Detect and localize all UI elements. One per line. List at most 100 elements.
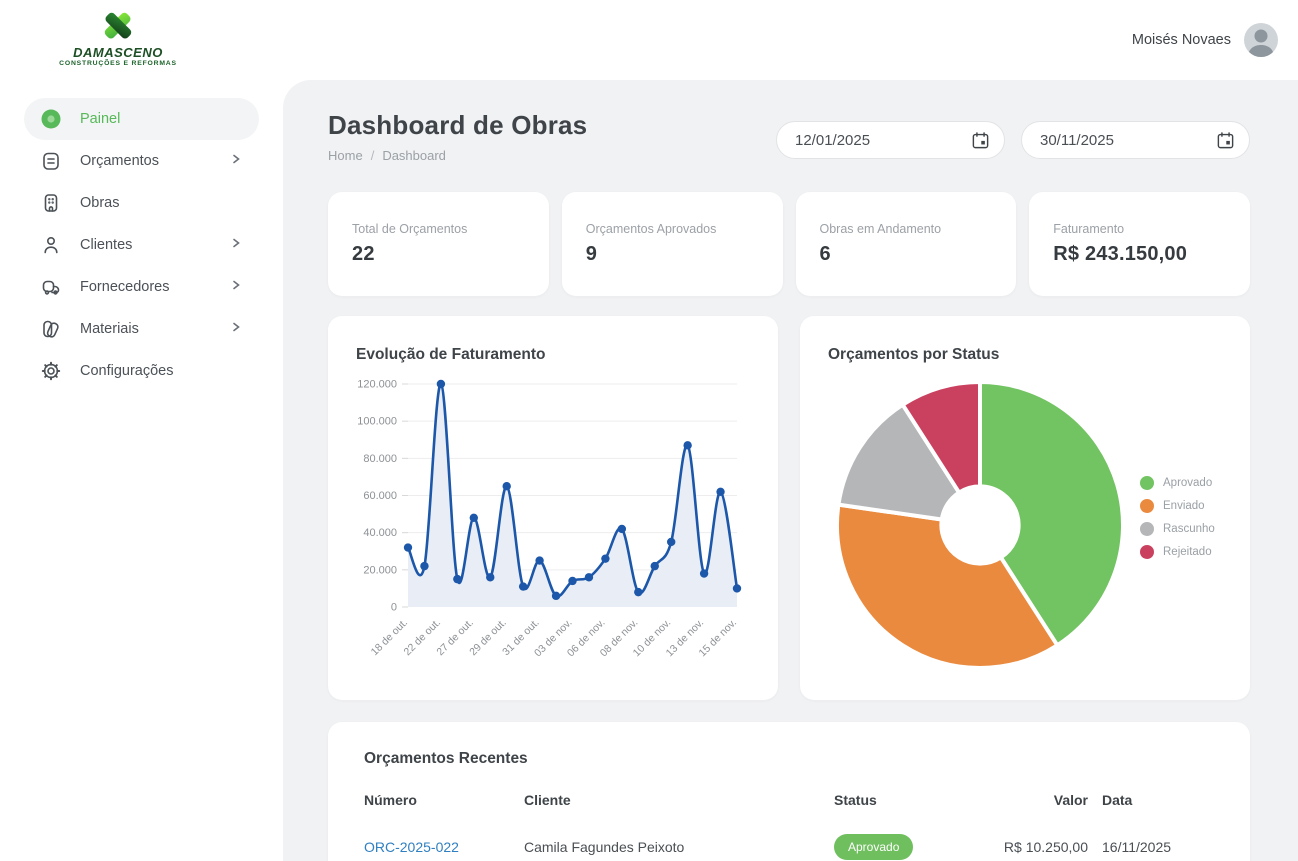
status-badge: Aprovado (834, 834, 914, 860)
recent-budgets-card: Orçamentos Recentes Número Cliente Statu… (328, 722, 1250, 861)
brand-tagline: CONSTRUÇÕES E REFORMAS (59, 60, 177, 68)
status-donut-chart (835, 380, 1125, 670)
budget-date: 16/11/2025 (1102, 839, 1172, 855)
legend-item-rascunho: Rascunho (1140, 522, 1215, 536)
svg-text:20.000: 20.000 (363, 564, 397, 576)
budget-number-link[interactable]: ORC-2025-022 (364, 839, 459, 855)
brand-name: DAMASCENO (73, 45, 163, 60)
sidebar-item-configuracoes[interactable]: Configurações (24, 350, 259, 392)
legend-item-rejeitado: Rejeitado (1140, 545, 1215, 559)
legend-item-aprovado: Aprovado (1140, 476, 1215, 490)
sidebar-item-fornecedores[interactable]: Fornecedores (24, 266, 259, 308)
column-header-status: Status (834, 792, 877, 808)
legend-dot-icon (1140, 545, 1154, 559)
sidebar-item-obras[interactable]: Obras (24, 182, 259, 224)
sidebar-item-label: Clientes (80, 237, 133, 253)
chevron-right-icon (229, 152, 243, 171)
stat-card-orcamentos-aprovados: Orçamentos Aprovados 9 (561, 192, 783, 296)
stat-label: Faturamento (1053, 222, 1125, 236)
date-end-value: 30/11/2025 (1040, 131, 1114, 149)
legend-label: Rejeitado (1163, 546, 1212, 558)
user-avatar[interactable] (1244, 23, 1278, 57)
line-chart-card: Evolução de Faturamento 0 20.000 40.000 60.… (328, 316, 778, 700)
brand-logo[interactable]: DAMASCENO CONSTRUÇÕES E REFORMAS (48, 6, 188, 67)
stat-card-faturamento: Faturamento R$ 243.150,00 (1029, 192, 1250, 296)
date-end-input[interactable]: 30/11/2025 (1021, 121, 1250, 159)
legend-dot-icon (1140, 499, 1154, 513)
legend-label: Enviado (1163, 500, 1205, 512)
stat-value: 22 (352, 243, 375, 265)
stat-value: 9 (585, 243, 598, 265)
user-icon (40, 234, 62, 256)
chart-legend: Aprovado Enviado Rascunho Rejeitado (1140, 476, 1215, 559)
svg-text:120.000: 120.000 (357, 379, 397, 391)
date-start-value: 12/01/2025 (795, 131, 871, 149)
stat-label: Total de Orçamentos (352, 222, 468, 236)
sidebar-item-label: Configurações (80, 363, 174, 379)
building-icon (40, 192, 62, 214)
stat-card-total-orcamentos: Total de Orçamentos 22 (328, 192, 549, 296)
top-header: DAMASCENO CONSTRUÇÕES E REFORMAS Moisés … (0, 0, 1298, 80)
svg-text:80.000: 80.000 (363, 453, 397, 465)
table-row: ORC-2025-022 Camila Fagundes Peixoto Apr… (364, 834, 1216, 860)
stats-row: Total de Orçamentos 22 Orçamentos Aprova… (328, 192, 1250, 296)
legend-dot-icon (1140, 522, 1154, 536)
breadcrumb-current: Dashboard (382, 148, 446, 163)
user-name: Moisés Novaes (1131, 32, 1231, 48)
date-filters: 12/01/2025 30/11/2025 (776, 121, 1250, 159)
date-start-input[interactable]: 12/01/2025 (776, 121, 1005, 159)
sidebar-item-painel[interactable]: Painel (24, 98, 259, 140)
donut-chart-card: Orçamentos por Status Aprovado Enviado R… (800, 316, 1250, 700)
sidebar-item-label: Painel (80, 111, 121, 127)
recent-budgets-table: Número Cliente Status Valor Data ORC-202… (364, 792, 1216, 860)
column-header-cliente: Cliente (524, 792, 571, 808)
chevron-right-icon (229, 320, 243, 339)
client-name: Camila Fagundes Peixoto (524, 839, 685, 855)
packages-icon (40, 276, 62, 298)
column-header-numero: Número (364, 792, 417, 808)
stat-label: Obras em Andamento (819, 222, 942, 236)
svg-text:100.000: 100.000 (357, 416, 397, 428)
sidebar-item-label: Materiais (80, 321, 139, 337)
legend-label: Aprovado (1163, 477, 1213, 489)
dashboard-dot-icon (40, 108, 62, 130)
stat-card-obras-andamento: Obras em Andamento 6 (795, 192, 1017, 296)
revenue-line-chart: 020.00040.00060.00080.000100.000120.0001… (357, 379, 742, 659)
breadcrumb-separator: / (370, 148, 375, 163)
chevron-right-icon (229, 278, 243, 297)
user-menu[interactable]: Moisés Novaes (1132, 0, 1278, 80)
main-content: Dashboard de Obras Home / Dashboard 12/0… (283, 80, 1298, 861)
sidebar-item-materiais[interactable]: Materiais (24, 308, 259, 350)
stat-label: Orçamentos Aprovados (585, 222, 717, 236)
legend-label: Rascunho (1163, 523, 1215, 535)
breadcrumb: Home / Dashboard (328, 148, 587, 163)
sidebar-item-label: Fornecedores (80, 279, 170, 295)
budget-value: R$ 10.250,00 (1003, 839, 1088, 855)
charts-row: Evolução de Faturamento 0 20.000 40.000 60.… (328, 316, 1250, 700)
line-chart-title: Evolução de Faturamento (356, 346, 546, 363)
stat-value: R$ 243.150,00 (1053, 243, 1188, 265)
svg-text:40.000: 40.000 (363, 527, 397, 539)
table-header-row: Número Cliente Status Valor Data (364, 792, 1216, 808)
calendar-icon[interactable] (1216, 131, 1235, 150)
sidebar-item-clientes[interactable]: Clientes (24, 224, 259, 266)
legend-dot-icon (1140, 476, 1154, 490)
column-header-valor: Valor (1053, 792, 1088, 808)
recent-budgets-title: Orçamentos Recentes (364, 750, 528, 767)
chevron-right-icon (229, 236, 243, 255)
svg-text:60.000: 60.000 (363, 490, 397, 502)
sidebar: Painel Orçamentos Obras (0, 80, 283, 861)
legend-item-enviado: Enviado (1140, 499, 1215, 513)
sidebar-item-orcamentos[interactable]: Orçamentos (24, 140, 259, 182)
page-title: Dashboard de Obras (328, 110, 588, 140)
donut-chart-title: Orçamentos por Status (828, 346, 1000, 363)
swatches-icon (40, 318, 62, 340)
sidebar-item-label: Obras (80, 195, 120, 211)
svg-text:0: 0 (391, 602, 397, 614)
brand-x-icon (104, 12, 132, 39)
sidebar-item-label: Orçamentos (80, 153, 159, 169)
gear-icon (40, 360, 62, 382)
calendar-icon[interactable] (971, 131, 990, 150)
breadcrumb-home[interactable]: Home (328, 148, 363, 163)
